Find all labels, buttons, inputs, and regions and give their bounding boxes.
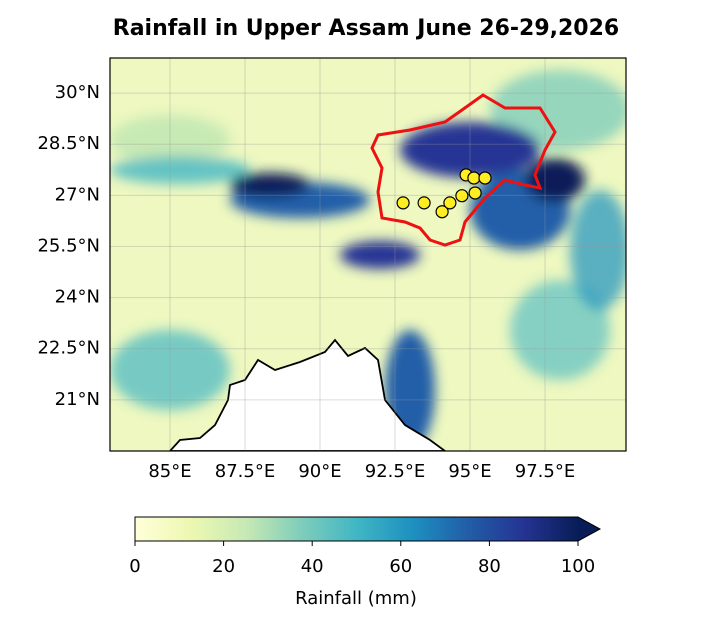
- station-marker: [435, 205, 449, 219]
- station-marker: [468, 186, 482, 200]
- y-tick-label: 25.5°N: [37, 235, 100, 256]
- colorbar-tick-label: 40: [301, 556, 324, 577]
- chart-title: Rainfall in Upper Assam June 26-29,2026: [113, 16, 619, 41]
- colorbar: [135, 517, 578, 541]
- station-marker: [455, 189, 469, 203]
- station-marker: [478, 171, 492, 185]
- colorbar-tick-label: 100: [561, 556, 595, 577]
- colorbar-tick-label: 60: [389, 556, 412, 577]
- colorbar-extend: [578, 517, 600, 541]
- station-marker: [467, 171, 481, 185]
- y-tick-label: 30°N: [55, 82, 100, 103]
- x-tick-label: 92.5°E: [365, 461, 425, 482]
- coastline: [168, 338, 447, 451]
- y-tick-label: 27°N: [55, 184, 100, 205]
- x-tick-label: 85°E: [148, 461, 191, 482]
- y-tick-label: 21°N: [55, 389, 100, 410]
- y-tick-label: 28.5°N: [37, 133, 100, 154]
- x-tick-label: 90°E: [298, 461, 341, 482]
- colorbar-tick-label: 0: [129, 556, 140, 577]
- y-tick-label: 24°N: [55, 287, 100, 308]
- x-tick-label: 87.5°E: [215, 461, 275, 482]
- colorbar-label: Rainfall (mm): [295, 588, 417, 609]
- colorbar-tick-label: 20: [212, 556, 235, 577]
- y-tick-label: 22.5°N: [37, 338, 100, 359]
- station-marker: [443, 196, 457, 210]
- basin-boundary: [370, 93, 557, 247]
- station-marker: [417, 196, 431, 210]
- x-tick-label: 95°E: [448, 461, 491, 482]
- station-marker: [396, 196, 410, 210]
- x-tick-label: 97.5°E: [515, 461, 575, 482]
- colorbar-tick-label: 80: [478, 556, 501, 577]
- map-frame: [109, 57, 627, 452]
- colorbar-outline: [134, 516, 602, 542]
- rainfall-field: [110, 58, 626, 451]
